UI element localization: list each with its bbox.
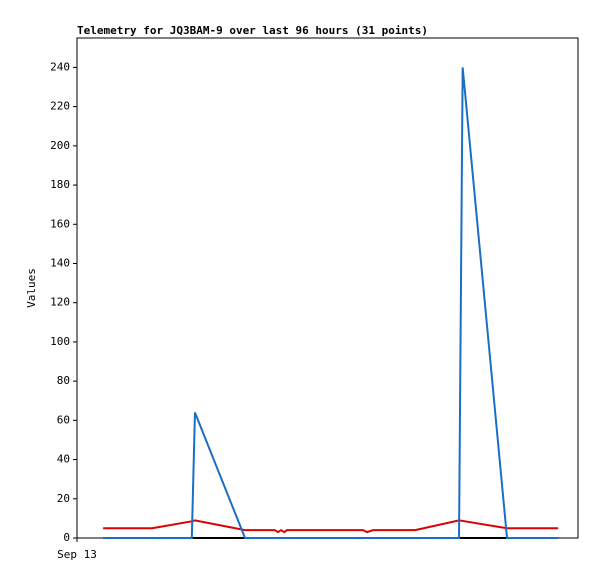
y-tick-label: 20 xyxy=(57,492,70,505)
y-tick-label: 240 xyxy=(50,60,70,73)
series-line xyxy=(103,67,559,539)
series-line xyxy=(103,519,559,534)
y-tick-label: 220 xyxy=(50,100,70,113)
y-tick-label: 0 xyxy=(63,531,70,544)
y-tick-label: 120 xyxy=(50,296,70,309)
y-tick-label: 40 xyxy=(57,453,70,466)
y-tick-label: 200 xyxy=(50,139,70,152)
chart-title: Telemetry for JQ3BAM-9 over last 96 hour… xyxy=(77,24,428,37)
y-tick-label: 180 xyxy=(50,178,70,191)
y-tick-label: 100 xyxy=(50,335,70,348)
y-tick-label: 80 xyxy=(57,374,70,387)
plot-frame xyxy=(76,37,579,539)
y-tick-label: 140 xyxy=(50,256,70,269)
y-tick-label: 160 xyxy=(50,217,70,230)
y-axis-label: Values xyxy=(25,268,38,308)
y-tick-label: 60 xyxy=(57,413,70,426)
x-tick-label: Sep 13 xyxy=(57,548,97,561)
